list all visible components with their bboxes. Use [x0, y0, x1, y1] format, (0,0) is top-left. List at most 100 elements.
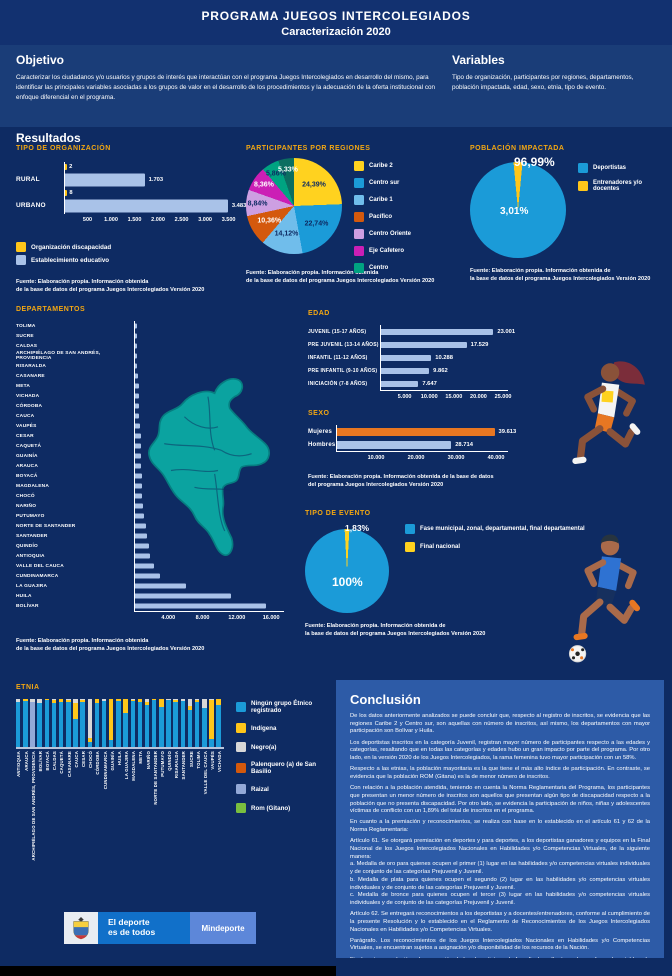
legend-item: Ningún grupo Étnico registrado: [236, 700, 332, 714]
bar-chart-labels: RURAL URBANO: [16, 162, 64, 214]
bar-value-label: 9.862: [433, 367, 448, 374]
etnia-segment: [173, 701, 178, 747]
legend-item: Pacífico: [354, 212, 411, 222]
bar: [135, 553, 151, 559]
legend-label: Rom (Gitano): [251, 804, 291, 812]
bar-value-label: 10.288: [435, 354, 453, 361]
axis-tick-label: 40.000: [487, 455, 505, 461]
axis-tick-label: 20.000: [407, 455, 425, 461]
legend-item: Centro sur: [354, 178, 411, 188]
organizacion-fuente: Fuente: Elaboración propia. Información …: [16, 279, 205, 293]
legend-item: Negro(a): [236, 742, 332, 752]
poblacion-top-label: 96,99%: [514, 155, 555, 169]
etnia-category-text: VAUPÉS: [210, 751, 216, 770]
regiones-pie-chart: 24,39% 22,74% 14,12% 10,36% 8,84% 8,36% 5,86% 5…: [246, 158, 342, 254]
legend-swatch-icon: [16, 255, 26, 265]
etnia-column: [80, 699, 85, 747]
axis-tick-label: 16.000: [262, 615, 280, 621]
edad-panel: EDAD JUVENIL (15-17 AÑOS) PRE JUVENIL (13…: [308, 310, 515, 403]
legend-label: Caribe 1: [369, 197, 393, 203]
etnia-category-text: SANTANDER: [181, 751, 187, 780]
variables-body: Tipo de organización, participantes por …: [452, 74, 634, 91]
bar-category-label: CAUCA: [16, 413, 35, 419]
etnia-panel: ETNIA ANTIOQUIA ARAUCA ARCHIPIÉLAGO DE SAN…: [16, 684, 332, 863]
bar: [135, 423, 141, 429]
legend-item: Entrenadores y/o docentes: [578, 180, 666, 192]
etnia-segment: [101, 700, 107, 747]
bar-chart-body: JUVENIL (15-17 AÑOS) PRE JUVENIL (13-14 A…: [308, 325, 515, 391]
sexo-fuente: Fuente: Elaboración propia. Información …: [308, 474, 494, 488]
bar-row: [135, 441, 284, 451]
legend-item: Centro Oriente: [354, 229, 411, 239]
etnia-segment: [151, 699, 157, 701]
etnia-category-text: CUNDINAMARCA: [102, 751, 108, 790]
etnia-column: [37, 699, 42, 747]
poblacion-pie-wrap: 96,99% 3,01%: [470, 155, 566, 258]
bar-row: 1.703: [65, 171, 238, 188]
edad-chart: JUVENIL (15-17 AÑOS) PRE JUVENIL (13-14 A…: [308, 325, 515, 403]
etnia-chart: [16, 699, 224, 749]
legend-swatch-icon: [578, 181, 588, 191]
etnia-segment: [144, 699, 150, 702]
legend-swatch-icon: [578, 163, 588, 173]
pie-slice-label: 10,36%: [257, 217, 282, 225]
legend-label: Indígena: [251, 724, 277, 732]
bar-row: [135, 591, 284, 601]
etnia-segment: [80, 699, 85, 701]
legend-item: Establecimiento educativo: [16, 255, 238, 265]
etnia-segment: [101, 699, 107, 701]
legend-swatch-icon: [354, 195, 364, 205]
bar-axis-ticks: 500 1.000 1.500 2.000 2.500 3.000 3.500: [64, 217, 238, 226]
axis-tick-label: 10.000: [367, 455, 385, 461]
etnia-segment: [173, 699, 178, 700]
etnia-category-text: CHOCÓ: [88, 751, 94, 768]
bar-row: [135, 471, 284, 481]
etnia-category-label: SANTANDER: [181, 751, 188, 779]
bar: [65, 163, 67, 170]
etnia-segment: [23, 699, 28, 701]
bar: [135, 323, 137, 329]
evento-top-label: 1,83%: [345, 523, 370, 533]
etnia-segment: [202, 708, 207, 747]
etnia-segment: [187, 706, 193, 711]
bar-row: 8: [65, 188, 238, 197]
evento-pie-chart: [305, 529, 389, 613]
bar: [135, 373, 138, 379]
etnia-column: [166, 699, 171, 747]
poblacion-fuente: Fuente: Elaboración propia. Información …: [470, 268, 651, 282]
bar-row: [135, 331, 284, 341]
legend-label: Fase municipal, zonal, departamental, fi…: [420, 526, 585, 532]
legend-label: Final nacional: [420, 544, 461, 550]
legend-label: Negro(a): [251, 743, 277, 751]
axis-tick-label: 3.500: [221, 217, 236, 223]
runner-illustration-male: [548, 528, 668, 670]
runner-male-svg: [568, 534, 641, 663]
etnia-segment: [187, 710, 193, 747]
sexo-chart: Mujeres Hombres 39.613 28.714 10.000 20.000 30…: [308, 425, 516, 464]
legend-item: Caribe 1: [354, 195, 411, 205]
legend-label: Establecimiento educativo: [31, 256, 110, 264]
etnia-segment: [116, 699, 121, 702]
bar-category-label: CALDAS: [16, 343, 38, 349]
legend-swatch-icon: [354, 212, 364, 222]
sexo-panel: SEXO Mujeres Hombres 39.613 28.714 10.000 20.…: [308, 410, 516, 490]
bar: [135, 453, 141, 459]
page-title: PROGRAMA JUEGOS INTERCOLEGIADOS: [201, 9, 471, 23]
bar-category-label: Hombres: [308, 441, 336, 448]
etnia-column: [58, 699, 64, 747]
pie-slice-label: 5,33%: [277, 166, 298, 174]
etnia-segment: [159, 706, 164, 747]
etnia-category-text: VICHADA: [217, 751, 223, 772]
objetivo-heading: Objetivo: [16, 53, 65, 67]
conclusion-paragraph: Finalmente, en relación a la promoción d…: [350, 957, 650, 958]
bar: [337, 440, 452, 449]
etnia-category-text: ARCHIPIÉLAGO DE SAN ANDRÉS, PROVIDENCIA: [30, 751, 36, 861]
legend-swatch-icon: [354, 161, 364, 171]
etnia-column: [209, 699, 214, 747]
bar-value-label: 39.613: [498, 428, 517, 435]
etnia-segment: [30, 699, 35, 702]
bar-row: [135, 341, 284, 351]
bar-chart-plot-area: 23.001 17.529 10.288 9.862 7.647: [380, 325, 515, 391]
bar: [135, 503, 144, 509]
regiones-panel: PARTICIPANTES POR REGIONES 24,39% 22,74% 1…: [246, 145, 462, 286]
